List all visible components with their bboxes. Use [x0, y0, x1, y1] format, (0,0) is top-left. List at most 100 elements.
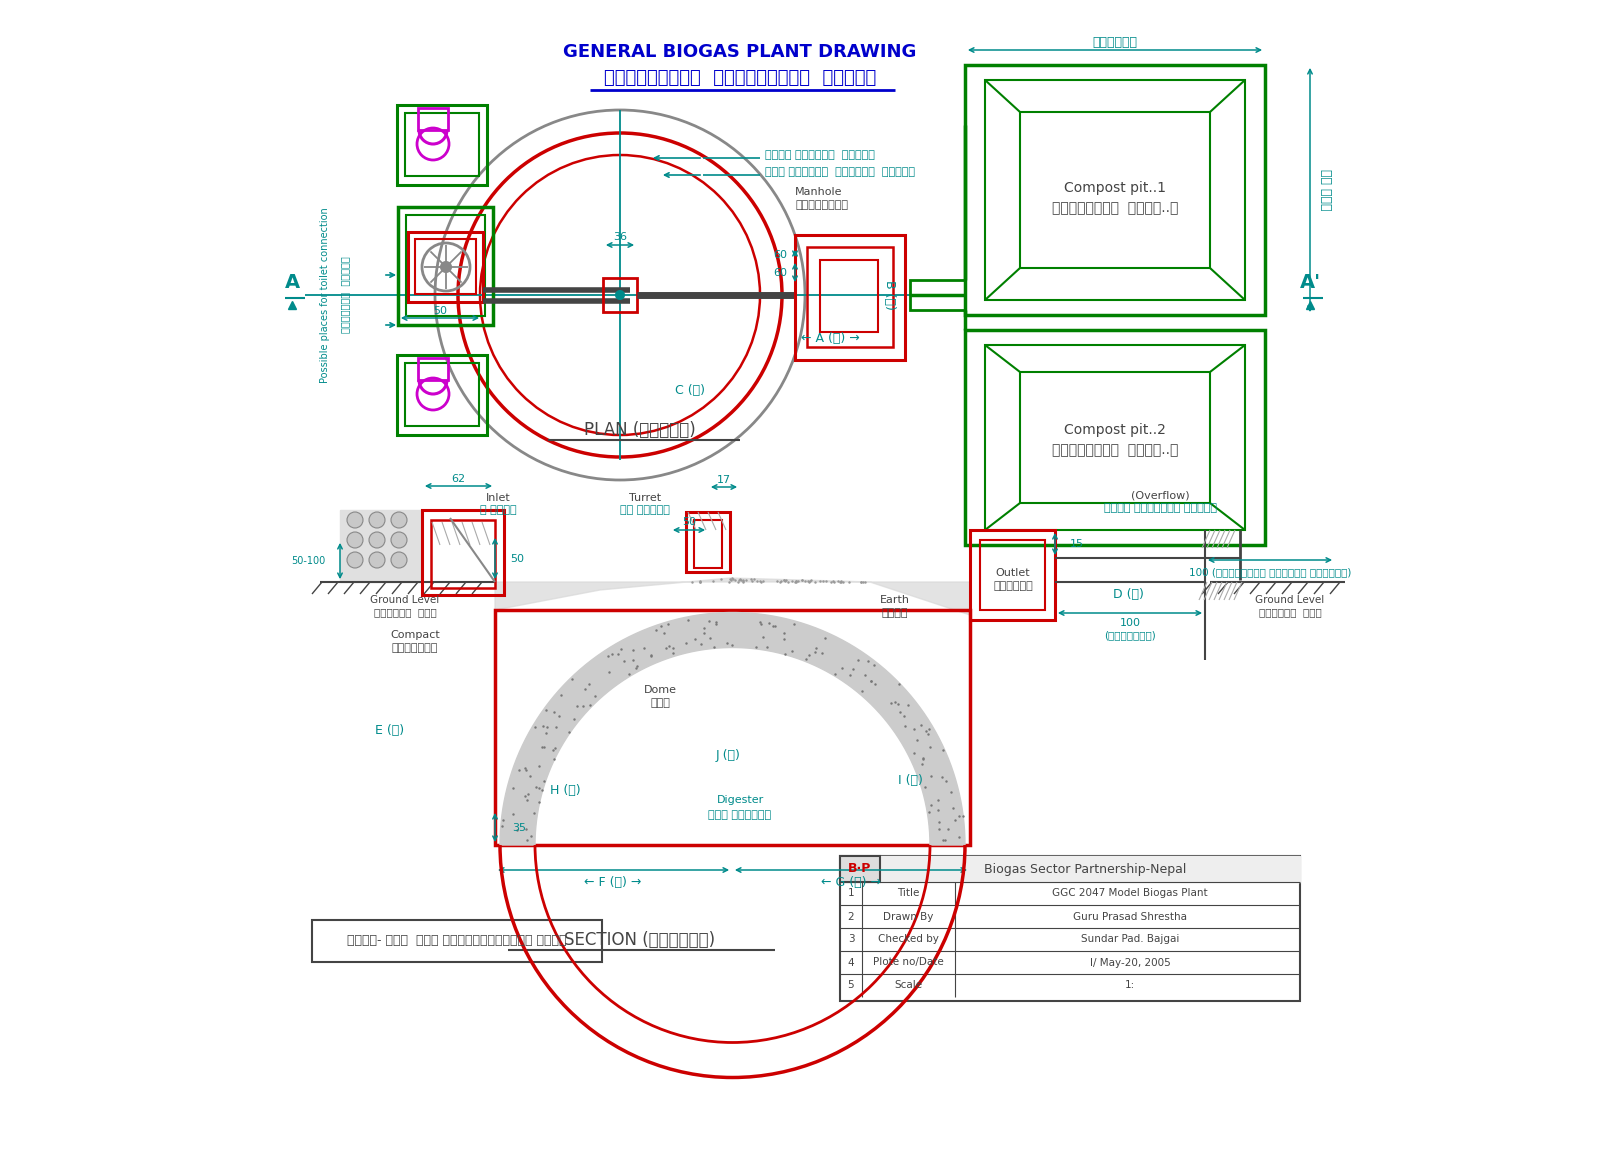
Circle shape [347, 532, 363, 548]
Bar [694, 520, 722, 568]
Text: Dome: Dome [643, 685, 677, 695]
Bar [970, 530, 1054, 620]
Text: ई नलेट: ई नलेट [480, 505, 517, 515]
Bar [979, 540, 1045, 610]
Circle shape [370, 552, 386, 568]
Text: E (ड): E (ड) [376, 724, 405, 736]
Bar [819, 260, 878, 332]
Text: 50: 50 [510, 554, 525, 564]
Text: आउटलेट: आउटलेट [994, 580, 1034, 591]
Text: H (ज): H (ज) [550, 784, 581, 796]
Text: Plote no/Date: Plote no/Date [872, 958, 944, 967]
Text: 60: 60 [773, 268, 787, 278]
Bar [840, 856, 1299, 882]
Bar [405, 364, 478, 426]
Text: Title: Title [898, 889, 918, 899]
Text: Ground Level: Ground Level [1256, 595, 1325, 605]
Text: लम्बाई: लम्बाई [1093, 36, 1138, 48]
Bar [422, 510, 504, 595]
Text: Compost pit..1: Compost pit..1 [1064, 181, 1166, 195]
Circle shape [442, 262, 451, 272]
Text: 50-100: 50-100 [291, 556, 325, 565]
Bar [603, 278, 637, 312]
Text: PLAN (प्लान): PLAN (प्लान) [584, 421, 696, 439]
Text: D (घ): D (घ) [1112, 589, 1144, 601]
Circle shape [347, 512, 363, 529]
Text: Ground Level: Ground Level [370, 595, 440, 605]
Polygon shape [494, 578, 970, 615]
Bar [406, 215, 485, 316]
Text: बायोग्यास  प्लाण्टको  नक्सा: बायोग्यास प्लाण्टको नक्सा [603, 69, 877, 87]
Text: डोम: डोम [650, 698, 670, 709]
Text: जमिनको  सतह: जमिनको सतह [1259, 607, 1322, 617]
Text: जमिनको  सतह: जमिनको सतह [374, 607, 437, 617]
Text: C (ग): C (ग) [675, 383, 706, 397]
Text: GENERAL BIOGAS PLANT DRAWING: GENERAL BIOGAS PLANT DRAWING [563, 43, 917, 61]
Text: I (फ): I (फ) [898, 773, 923, 787]
Text: ठ् यूरेट: ठ् यूरेट [621, 505, 670, 515]
Text: 100: 100 [1120, 619, 1141, 628]
Bar [965, 65, 1266, 315]
Bar [312, 920, 602, 962]
Circle shape [390, 532, 406, 548]
Bar [965, 330, 1266, 545]
Text: Inlet: Inlet [486, 493, 510, 503]
Text: Scale: Scale [894, 981, 922, 990]
Text: 3: 3 [848, 935, 854, 944]
Text: GGC 2047 Model Biogas Plant: GGC 2047 Model Biogas Plant [1053, 889, 1208, 899]
Bar [397, 105, 486, 185]
Text: जगको खाडलको  गोलाई: जगको खाडलको गोलाई [765, 150, 875, 160]
Text: 100 (कम्पोष्ट खाडलको गहिराई): 100 (कम्पोष्ट खाडलको गहिराई) [1189, 567, 1350, 577]
Circle shape [370, 532, 386, 548]
Text: 15: 15 [1070, 539, 1085, 549]
Text: Earth: Earth [880, 595, 910, 605]
Text: 17: 17 [717, 475, 731, 485]
Bar [414, 239, 477, 294]
Text: म्यानहोल: म्यानहोल [795, 200, 848, 210]
Text: उपयुक्त  स्थान: उपयुक्त स्थान [339, 256, 350, 334]
Text: 2: 2 [848, 912, 854, 922]
Bar [418, 108, 448, 130]
Text: Guru Prasad Shrestha: Guru Prasad Shrestha [1074, 912, 1187, 922]
Bar [910, 280, 965, 310]
Bar [1021, 372, 1210, 503]
Polygon shape [499, 613, 965, 845]
Text: Manhole: Manhole [795, 187, 843, 197]
Text: 1:: 1: [1125, 981, 1134, 990]
Text: चौ डाइ: चौ डाइ [1318, 170, 1331, 211]
Bar [986, 345, 1245, 530]
Bar [398, 207, 493, 325]
Text: ← F (च) →: ← F (च) → [584, 876, 642, 889]
Text: A': A' [1299, 273, 1320, 292]
Bar [686, 512, 730, 572]
Bar [806, 247, 893, 347]
Text: नोटः- सबै  नाप सेन्टिमिटरमा छन्।: नोटः- सबै नाप सेन्टिमिटरमा छन्। [347, 935, 566, 947]
Text: 36: 36 [613, 232, 627, 242]
Text: Compost pit..2: Compost pit..2 [1064, 424, 1166, 437]
Text: माटो: माटो [882, 608, 909, 619]
Text: डाई जेष्टर: डाई जेष्टर [709, 810, 771, 820]
Text: 5: 5 [848, 981, 854, 990]
Text: Sundar Pad. Bajgai: Sundar Pad. Bajgai [1082, 935, 1179, 944]
Text: 1: 1 [848, 889, 854, 899]
Polygon shape [339, 510, 422, 582]
Text: Checked by: Checked by [877, 935, 939, 944]
Text: कम्पोष्ट  खाडल..१: कम्पोष्ट खाडल..१ [1051, 201, 1178, 215]
Text: 50: 50 [682, 517, 696, 527]
Text: Compact: Compact [390, 630, 440, 640]
Text: 60: 60 [773, 250, 787, 260]
Text: A: A [285, 273, 299, 292]
Text: कम्पोष्ट  खाडल..२: कम्पोष्ट खाडल..२ [1051, 443, 1178, 457]
Bar [408, 232, 483, 302]
Text: I/ May-20, 2005: I/ May-20, 2005 [1090, 958, 1170, 967]
Bar [494, 610, 970, 845]
Text: डाई जेष्टर  गाहोको  गोलाई: डाई जेष्टर गाहोको गोलाई [765, 167, 915, 177]
Text: B·P: B·P [848, 862, 872, 876]
Text: Possible places for toilet connection: Possible places for toilet connection [320, 207, 330, 383]
Text: (Overflow): (Overflow) [1131, 490, 1189, 500]
Bar [986, 80, 1245, 300]
Text: ← G (छ) →: ← G (छ) → [821, 876, 882, 889]
Circle shape [370, 512, 386, 529]
Text: SECTION (सेक्सन): SECTION (सेक्सन) [565, 931, 715, 949]
Text: B (घ): B (घ) [883, 280, 896, 310]
